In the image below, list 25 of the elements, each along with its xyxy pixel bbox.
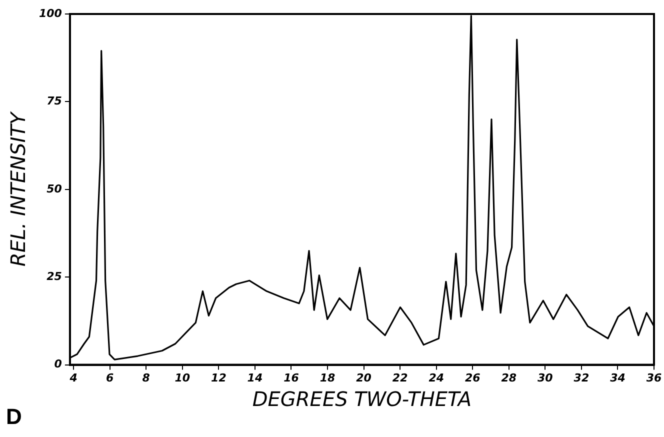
x-tick-label: 4 bbox=[68, 371, 78, 384]
x-tick-label: 30 bbox=[538, 371, 554, 384]
x-tick-label: 14 bbox=[247, 371, 263, 384]
y-tick-label: 75 bbox=[46, 94, 62, 108]
y-tick-label: 50 bbox=[46, 182, 62, 196]
x-tick-label: 6 bbox=[106, 371, 114, 384]
x-tick-label: 20 bbox=[356, 371, 372, 384]
x-tick-label: 12 bbox=[211, 371, 227, 384]
x-tick-label: 24 bbox=[428, 371, 444, 384]
x-tick-label: 36 bbox=[646, 371, 662, 384]
x-tick-label: 8 bbox=[142, 371, 150, 384]
x-tick-label: 28 bbox=[501, 371, 517, 384]
x-tick-label: 22 bbox=[392, 371, 408, 384]
x-tick-label: 10 bbox=[174, 371, 190, 384]
y-tick-label: 25 bbox=[46, 270, 62, 283]
text: D bbox=[6, 404, 22, 430]
x-tick-label: 26 bbox=[464, 371, 481, 384]
y-tick-label: 100 bbox=[38, 6, 62, 20]
x-tick-label: 18 bbox=[320, 371, 336, 384]
x-tick-label: 34 bbox=[610, 371, 626, 384]
x-tick-label: 32 bbox=[574, 371, 590, 384]
y-axis-title: REL. INTENSITY bbox=[6, 110, 30, 266]
x-axis-title: DEGREES TWO-THETA bbox=[252, 387, 472, 412]
y-tick-label: 0 bbox=[54, 358, 62, 371]
x-tick-label: 16 bbox=[284, 371, 300, 384]
